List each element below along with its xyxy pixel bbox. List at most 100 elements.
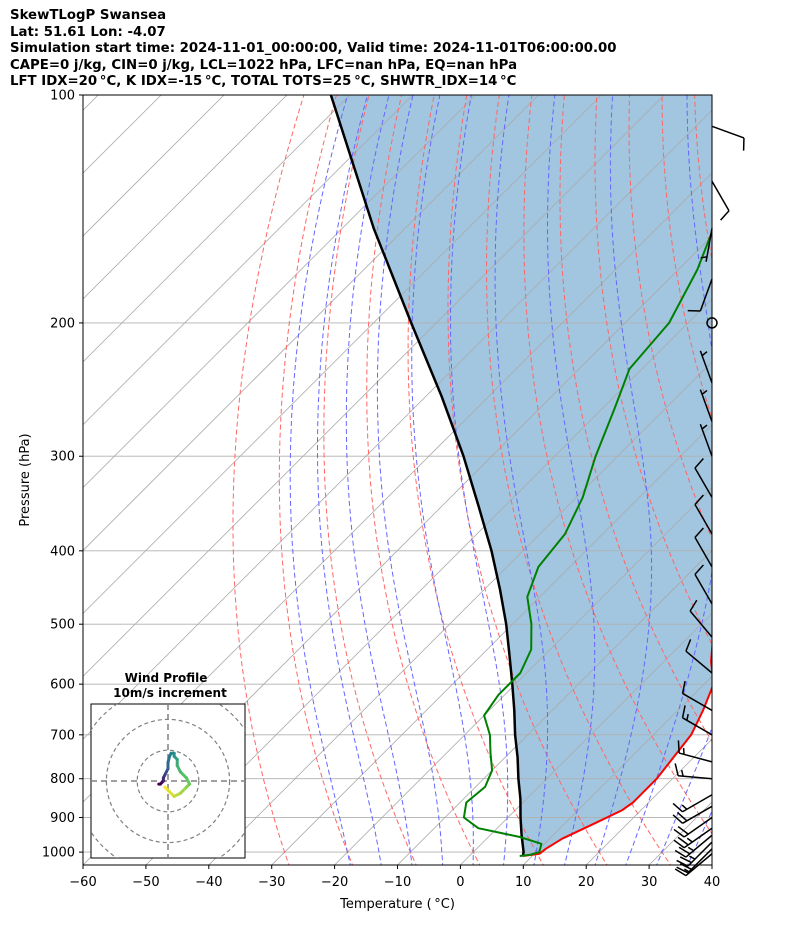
wind-barb-staff <box>699 278 713 312</box>
y-tick-label: 800 <box>50 772 75 787</box>
wind-barb-flag <box>674 763 679 776</box>
moist-adiabat <box>411 95 474 865</box>
wind-barb-staff <box>685 853 713 877</box>
dry-adiabat <box>447 95 608 865</box>
y-tick-label: 600 <box>50 678 75 693</box>
wind-barb-staff <box>694 504 713 535</box>
temperature-line <box>522 638 712 857</box>
wind-barb-staff <box>685 834 713 858</box>
wind-barb-staff <box>678 752 713 763</box>
wind-barb-staff <box>682 805 713 824</box>
wind-barb-flag <box>677 836 689 846</box>
y-tick-label: 200 <box>50 316 75 331</box>
wind-barb-staff <box>705 228 713 262</box>
moist-adiabat <box>717 78 794 868</box>
wind-barb-flag <box>673 828 685 838</box>
isotherm-line <box>772 78 794 868</box>
wind-barb-staff <box>699 424 713 457</box>
wind-barb-half-flag <box>687 846 695 852</box>
chart-header: SkewTLogP Swansea Lat: 51.61 Lon: -4.07 … <box>10 8 617 91</box>
isotherm-line <box>83 95 414 426</box>
isotherm-line <box>208 361 712 865</box>
wind-barb-flag <box>674 868 687 877</box>
isotherm-line <box>83 95 540 552</box>
wind-barb-staff <box>682 717 713 736</box>
y-tick-label: 100 <box>50 89 75 104</box>
wind-barb-half-flag <box>680 769 684 777</box>
x-axis-label: Temperature ( °C) <box>339 897 455 912</box>
wind-barb-flag <box>678 846 691 855</box>
wind-barb-staff <box>711 125 745 139</box>
chart-title: SkewTLogP Swansea <box>10 8 167 23</box>
wind-barb-calm <box>706 317 718 329</box>
moist-adiabat <box>656 726 712 865</box>
wind-barb-staff <box>711 180 730 212</box>
wind-barb-staff <box>689 610 713 638</box>
dry-adiabat <box>323 95 417 865</box>
wind-barb-flag <box>694 494 704 506</box>
y-tick-label: 1000 <box>42 846 75 861</box>
wind-barb-half-flag <box>701 424 708 430</box>
x-tick-label: 20 <box>578 875 595 890</box>
wind-barb-staff <box>682 794 713 813</box>
y-tick-label: 700 <box>50 728 75 743</box>
x-tick-label: −50 <box>132 875 159 890</box>
wind-barb-half-flag <box>700 256 708 259</box>
wind-barb-flag <box>679 862 692 870</box>
moist-adiabat <box>748 78 794 868</box>
dry-adiabat <box>628 95 712 541</box>
x-tick-label: −30 <box>258 875 285 890</box>
wind-barb-staff <box>699 350 713 384</box>
dry-adiabat <box>726 78 794 868</box>
moist-adiabat <box>450 95 509 865</box>
wind-barb-flag <box>676 859 689 867</box>
wind-barb-staff <box>694 467 713 498</box>
wind-barb-flag <box>681 705 686 718</box>
moist-adiabat <box>345 95 413 865</box>
wind-barb-flag <box>673 839 685 849</box>
moist-adiabat <box>494 95 549 865</box>
wind-barb-flag <box>694 527 704 538</box>
wind-barb-staff <box>678 775 713 780</box>
dewpoint-line <box>462 229 712 857</box>
moist-adiabat <box>687 809 712 865</box>
wind-barb-staff <box>699 389 713 422</box>
isotherm-line <box>83 95 602 614</box>
axes: −60 −50 −40 −30 −20 −10 0 10 20 30 40 100 200 300 400 5… <box>42 89 720 891</box>
wind-barb-staff <box>685 650 713 674</box>
hodograph-ring <box>136 749 200 813</box>
cape-cin-shading <box>330 95 712 856</box>
isotherm-line <box>145 298 712 865</box>
wind-barb-flag <box>672 814 684 824</box>
x-tick-label: −40 <box>195 875 222 890</box>
dry-adiabat <box>278 95 354 865</box>
hodograph-inset: Wind Profile 10m/s increment <box>90 671 246 859</box>
wind-barb-flag <box>677 825 689 835</box>
wind-barb-flag <box>720 210 730 221</box>
moist-adiabat <box>376 95 444 865</box>
isotherm-line <box>83 95 665 677</box>
x-tick-label: 30 <box>641 875 658 890</box>
parcel-profile-line <box>329 95 525 857</box>
hodograph-title: Wind Profile <box>125 671 208 685</box>
isotherm-line <box>83 95 351 363</box>
indices-line: LFT IDX=20 °C, K IDX=-15 °C, TOTAL TOTS=… <box>10 74 517 90</box>
wind-barb-flag <box>681 680 686 694</box>
wind-barb-flag <box>672 802 684 813</box>
y-tick-label: 400 <box>50 544 75 559</box>
x-tick-label: −60 <box>69 875 96 890</box>
isotherm-line <box>83 95 477 489</box>
moist-adiabat <box>317 95 382 865</box>
isotherm-line <box>271 424 712 865</box>
wind-barb-half-flag <box>686 713 689 721</box>
isotherm-line <box>459 612 712 865</box>
dry-adiabat <box>559 95 712 743</box>
wind-barb-half-flag <box>701 389 708 395</box>
dry-adiabat <box>791 78 794 868</box>
wind-barb-flag <box>685 639 692 652</box>
plot-area <box>83 78 794 868</box>
isotherm-line <box>396 549 712 865</box>
y-tick-label: 300 <box>50 450 75 465</box>
time-line: Simulation start time: 2024-11-01_00:00:… <box>10 41 617 57</box>
